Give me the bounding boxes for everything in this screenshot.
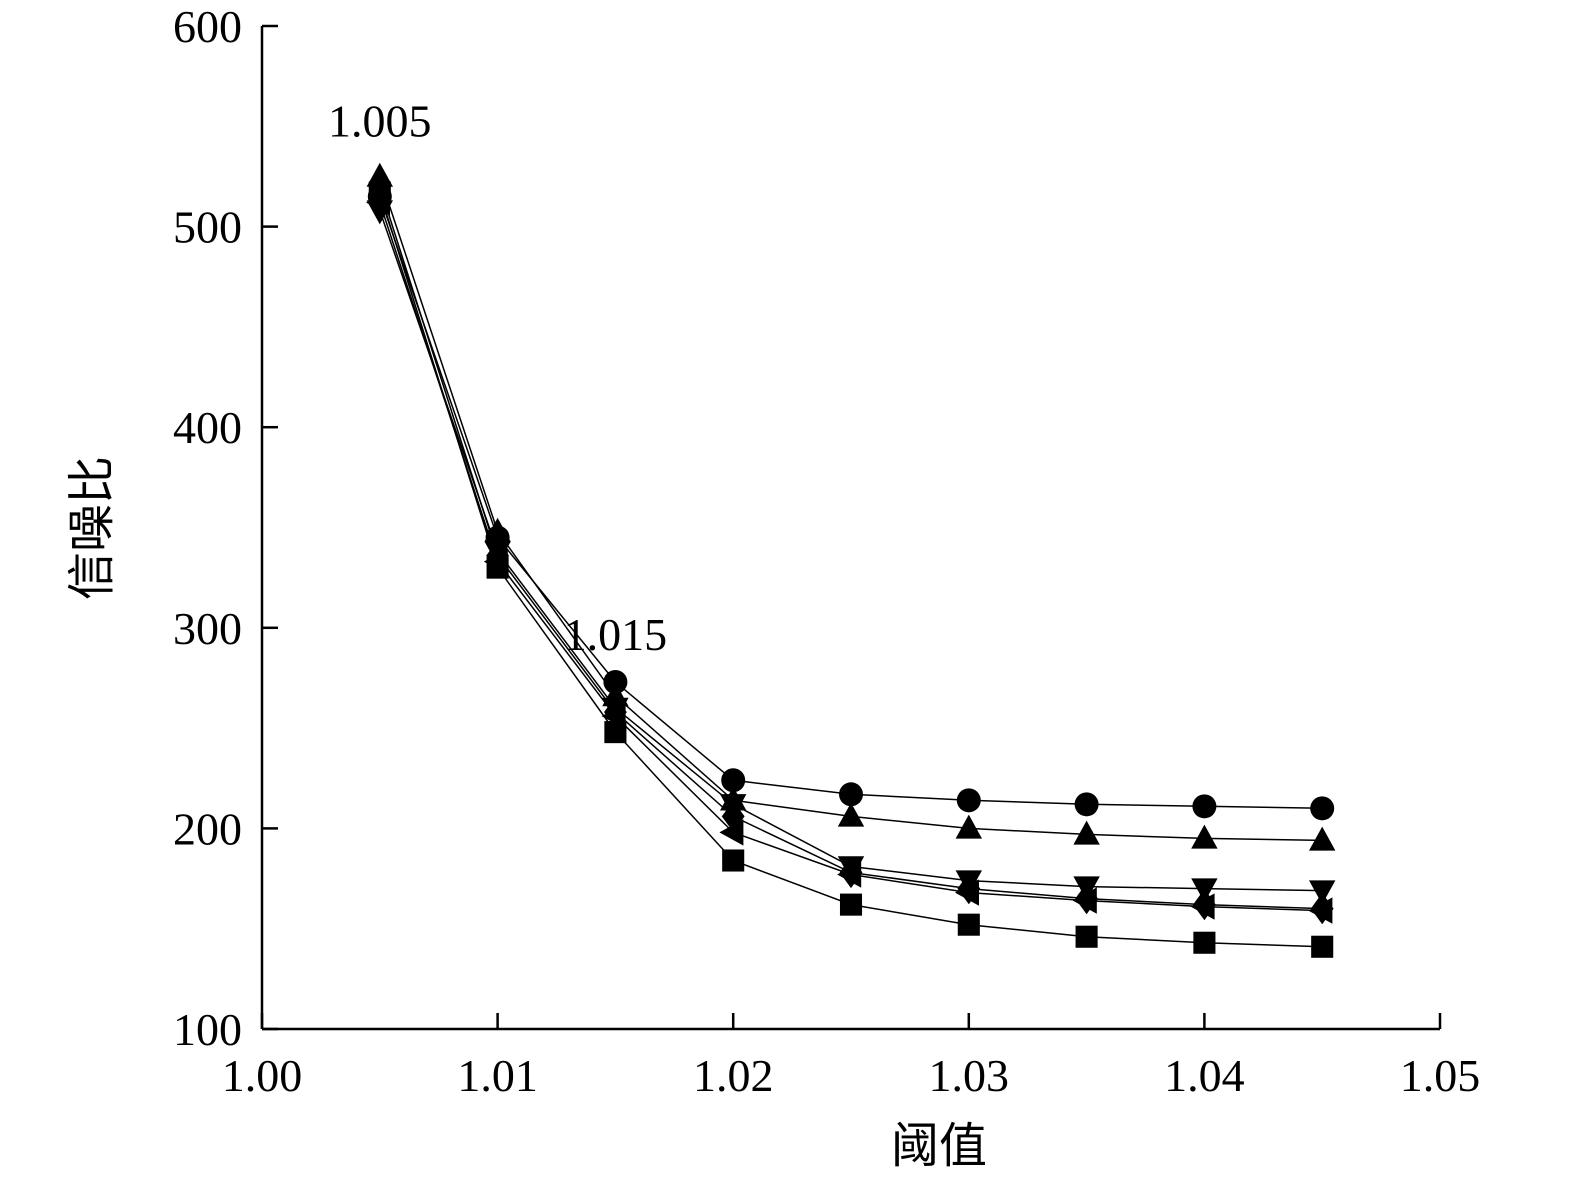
point-triangle-down-8 [1309, 880, 1336, 905]
point-triangle-left-7 [1190, 893, 1215, 920]
point-triangle-left-6 [1072, 887, 1097, 914]
x-tick-label-0: 1.00 [222, 1050, 303, 1101]
y-tick-label-1: 200 [173, 803, 242, 854]
x-tick-label-3: 1.03 [929, 1050, 1010, 1101]
point-square-8 [1311, 935, 1334, 958]
y-tick-label-4: 500 [173, 202, 242, 253]
point-circle-7 [1192, 794, 1217, 819]
y-tick-label-2: 300 [173, 603, 242, 654]
y-tick-label-5: 600 [173, 1, 242, 52]
axes [260, 26, 1440, 1031]
x-ticks: 1.00 1.01 1.02 1.03 1.04 1.05 [222, 1013, 1481, 1101]
point-square-3 [722, 849, 745, 872]
x-tick-label-1: 1.01 [457, 1050, 538, 1101]
point-square-7 [1193, 931, 1216, 954]
point-square-5 [957, 913, 980, 936]
y-axis-label: 信噪比 [64, 456, 120, 600]
annotations: 1.005 1.015 [328, 95, 667, 660]
point-triangle-up-7 [1191, 824, 1218, 849]
y-tick-label-0: 100 [173, 1004, 242, 1055]
point-circle-3 [721, 768, 746, 793]
point-circle-8 [1310, 796, 1335, 821]
series-line-circle [379, 196, 1323, 810]
series-line-square [379, 192, 1323, 948]
point-square-1 [486, 556, 509, 579]
y-ticks: 100 200 300 400 500 600 [173, 1, 278, 1055]
point-triangle-left-5 [955, 879, 979, 906]
x-tick-label-4: 1.04 [1164, 1050, 1245, 1101]
point-triangle-left-3 [719, 819, 744, 846]
point-triangle-up-4 [837, 802, 865, 827]
point-triangle-up-5 [955, 814, 982, 839]
series-line-triangle-up [379, 176, 1323, 842]
y-tick-label-3: 400 [173, 402, 242, 453]
annotation-1: 1.015 [564, 609, 668, 660]
point-circle-5 [956, 788, 981, 813]
point-triangle-left-8 [1308, 897, 1333, 924]
point-circle-4 [839, 782, 863, 807]
point-triangle-up-8 [1309, 826, 1336, 851]
series-layer [366, 162, 1336, 958]
series-square [368, 181, 1334, 958]
point-square-2 [604, 721, 627, 744]
point-circle-6 [1074, 792, 1099, 817]
point-square-4 [839, 893, 863, 916]
point-triangle-left-4 [837, 861, 862, 888]
x-axis-label: 阈值 [891, 1118, 987, 1174]
point-triangle-up-6 [1073, 820, 1100, 845]
x-tick-label-2: 1.02 [693, 1050, 774, 1101]
point-square-0 [368, 181, 391, 204]
point-square-6 [1075, 925, 1098, 948]
annotation-0: 1.005 [328, 95, 432, 146]
series-triangle-up [366, 162, 1336, 851]
series-circle [367, 184, 1335, 821]
x-tick-label-5: 1.05 [1400, 1050, 1481, 1101]
